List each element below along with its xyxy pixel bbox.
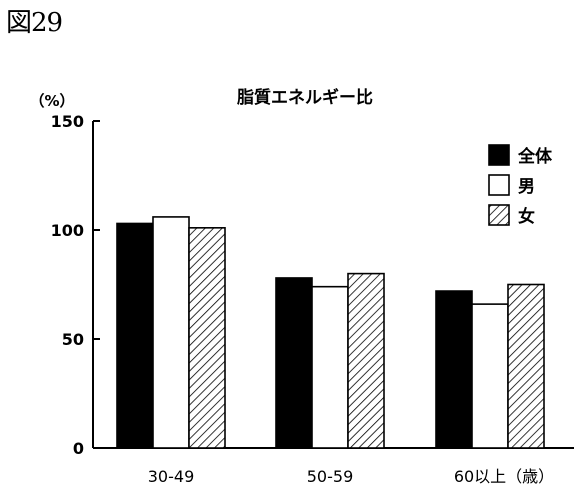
bar-女-30-49 bbox=[188, 227, 226, 449]
y-tick-label: 150 bbox=[51, 112, 84, 131]
bar-全体-30-49 bbox=[116, 222, 154, 449]
bars bbox=[116, 216, 545, 449]
x-tick-label: 50-59 bbox=[307, 467, 354, 486]
bar-全体-60以上（歳） bbox=[435, 290, 473, 449]
x-tick-label: 60以上（歳） bbox=[454, 467, 554, 486]
legend-label: 女 bbox=[518, 206, 535, 227]
bar-女-50-59 bbox=[347, 272, 385, 449]
bar-男-30-49 bbox=[152, 216, 190, 449]
x-tick-label: 30-49 bbox=[148, 467, 195, 486]
bar-女-60以上（歳） bbox=[507, 283, 545, 449]
legend-label: 全体 bbox=[517, 146, 553, 167]
y-axis-unit-label: （%） bbox=[29, 92, 74, 110]
y-tick-label: 50 bbox=[62, 330, 84, 349]
legend-swatch bbox=[488, 174, 510, 196]
bar-男-60以上（歳） bbox=[471, 303, 509, 449]
legend-swatch bbox=[488, 144, 510, 166]
y-tick-label: 100 bbox=[51, 221, 84, 240]
figure-label: 図29 bbox=[6, 8, 63, 38]
y-tick-label: 0 bbox=[73, 439, 84, 458]
chart-title: 脂質エネルギー比 bbox=[237, 87, 373, 108]
bar-男-50-59 bbox=[311, 285, 349, 449]
tick-labels: 0 50 100 150 30-49 50-59 60以上（歳） bbox=[51, 112, 555, 486]
legend-label: 男 bbox=[518, 177, 535, 197]
legend-swatch bbox=[488, 204, 510, 226]
bar-全体-50-59 bbox=[275, 277, 313, 449]
